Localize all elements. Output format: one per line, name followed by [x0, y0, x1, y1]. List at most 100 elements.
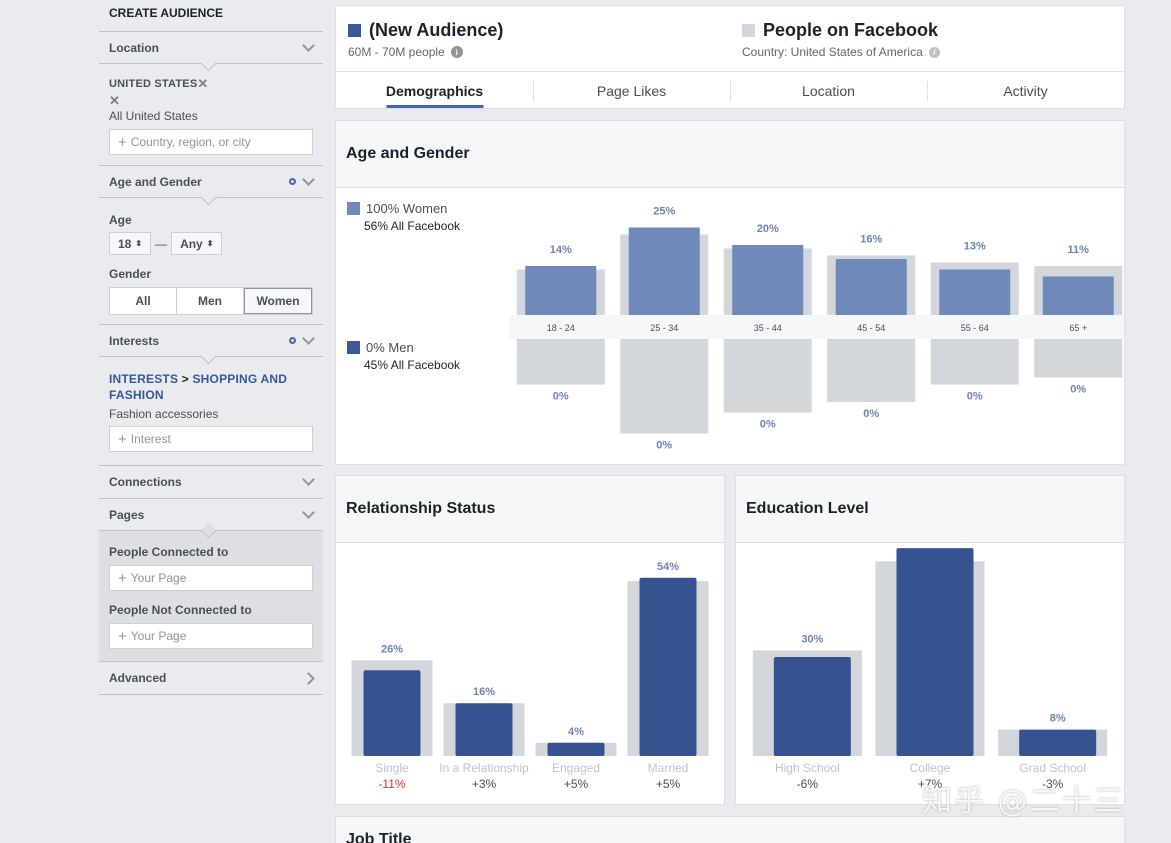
category-label: In a Relationship	[439, 761, 529, 775]
age-gender-chart: 14% 18 - 24 0% 25% 25 - 34 0% 20% 35 - 44 0% 16% 4…	[509, 206, 1124, 452]
job-title-heading: Job Title	[336, 817, 1124, 843]
audience-bar	[896, 548, 974, 756]
not-connected-page-input[interactable]: + Your Page	[109, 623, 313, 649]
chevron-down-icon[interactable]	[302, 331, 315, 345]
age-from-select[interactable]: 18 ⬍	[109, 232, 152, 255]
difference-label: +5%	[656, 777, 681, 791]
remove-country-icon[interactable]: ✕	[197, 76, 209, 91]
connections-section-header[interactable]: Connections	[99, 466, 323, 499]
age-gender-section-header[interactable]: Age and Gender	[99, 166, 323, 206]
bar-data-label: 30%	[801, 633, 823, 645]
location-input[interactable]: + Country, region, or city	[109, 129, 313, 155]
category-label: College	[910, 761, 951, 775]
advanced-label: Advanced	[109, 671, 167, 685]
facebook-men-bar	[723, 339, 812, 413]
men-legend-sub: 45% All Facebook	[364, 358, 461, 372]
difference-label: -11%	[378, 777, 405, 791]
tab-demographics[interactable]: Demographics	[336, 72, 533, 109]
chevron-right-icon[interactable]	[302, 671, 315, 685]
interests-section-header[interactable]: Interests	[99, 325, 323, 365]
info-icon[interactable]: i	[928, 46, 940, 58]
location-section-header[interactable]: Location	[99, 32, 323, 72]
tab-location[interactable]: Location	[730, 72, 927, 109]
audience-bar	[547, 742, 605, 756]
sidebar-title: CREATE AUDIENCE	[99, 0, 323, 32]
new-audience-summary: (New Audience) 60M - 70M people i	[348, 20, 503, 59]
age-axis-band	[509, 315, 1124, 339]
interests-label: Interests	[109, 333, 160, 348]
chevron-down-icon[interactable]	[302, 505, 315, 519]
women-data-label: 14%	[550, 244, 572, 256]
bar-data-label: 16%	[473, 686, 495, 698]
tab-page-likes[interactable]: Page Likes	[533, 72, 730, 109]
difference-label: +3%	[472, 777, 497, 791]
chevron-down-icon[interactable]	[302, 473, 315, 486]
age-gender-label: Age and Gender	[109, 174, 202, 189]
category-label: Grad School	[1019, 761, 1086, 775]
facebook-men-bar	[827, 339, 916, 402]
connections-label: Connections	[109, 475, 182, 489]
interest-input[interactable]: + Interest	[109, 426, 313, 452]
interest-path-root: INTERESTS	[109, 372, 179, 386]
women-bar	[628, 227, 700, 315]
audience-title: (New Audience)	[369, 20, 504, 40]
updown-icon: ⬍	[135, 239, 143, 248]
tab-activity[interactable]: Activity	[927, 72, 1124, 109]
women-bar	[835, 259, 907, 315]
difference-label: -6%	[797, 777, 819, 791]
category-label: Engaged	[552, 761, 600, 775]
connected-page-input[interactable]: + Your Page	[109, 565, 313, 591]
interest-path-category: SHOPPING AND FASHION	[109, 372, 288, 402]
advanced-section-header[interactable]: Advanced	[99, 662, 323, 695]
chevron-down-icon[interactable]	[302, 38, 315, 52]
audience-sidebar: CREATE AUDIENCE Location UNITED STATES ✕…	[99, 0, 323, 843]
interest-path-separator: >	[181, 372, 189, 386]
not-connected-label: People Not Connected to	[109, 603, 252, 617]
watermark: 知乎 @二十三	[922, 784, 1126, 819]
women-bar	[1042, 276, 1114, 315]
age-to-select[interactable]: Any ⬍	[171, 232, 223, 255]
gender-all-button[interactable]: All	[110, 288, 177, 314]
interest-selected: Fashion accessories	[109, 407, 219, 421]
men-data-label: 0%	[760, 419, 776, 431]
education-title: Education Level	[736, 476, 1124, 543]
women-bar	[732, 245, 804, 315]
interest-placeholder: Interest	[130, 432, 171, 446]
facebook-men-bar	[1034, 339, 1123, 378]
gender-men-button[interactable]: Men	[177, 288, 244, 314]
bar-data-label: 4%	[568, 726, 584, 738]
pages-label: Pages	[109, 507, 145, 522]
chevron-down-icon[interactable]	[302, 172, 315, 186]
women-swatch	[347, 202, 360, 215]
men-data-label: 0%	[863, 408, 879, 420]
facebook-summary: People on Facebook Country: United State…	[742, 20, 940, 59]
age-from-value: 18	[118, 236, 132, 251]
facebook-country: Country: United States of America	[742, 45, 923, 59]
location-label: Location	[109, 40, 159, 55]
remove-region-icon[interactable]: ✕	[109, 93, 120, 108]
women-bar	[939, 269, 1011, 315]
bar-data-label: 26%	[381, 643, 403, 655]
gender-women-button[interactable]: Women	[244, 288, 312, 314]
interest-breadcrumb[interactable]: INTERESTS > SHOPPING AND FASHION	[109, 371, 313, 403]
active-filter-icon	[289, 337, 296, 344]
plus-icon: +	[118, 133, 127, 151]
active-filter-icon	[289, 178, 296, 185]
audience-bar	[639, 577, 697, 756]
info-icon[interactable]: i	[450, 46, 463, 58]
facebook-color-swatch	[742, 24, 755, 37]
age-tick-label: 35 - 44	[754, 323, 782, 333]
men-legend-label: 0% Men	[366, 340, 414, 355]
not-connected-placeholder: Your Page	[130, 629, 187, 643]
plus-icon: +	[118, 430, 127, 448]
men-legend: 0% Men 45% All Facebook	[347, 340, 460, 372]
facebook-men-bar	[930, 339, 1019, 385]
women-bar	[525, 266, 597, 315]
age-tick-label: 18 - 24	[547, 323, 575, 333]
audience-bar	[1019, 729, 1097, 756]
pages-section-header[interactable]: Pages	[99, 499, 323, 539]
audience-bar	[773, 657, 851, 756]
facebook-men-bar	[620, 339, 709, 434]
plus-icon: +	[118, 627, 127, 645]
difference-label: +7%	[918, 777, 943, 791]
